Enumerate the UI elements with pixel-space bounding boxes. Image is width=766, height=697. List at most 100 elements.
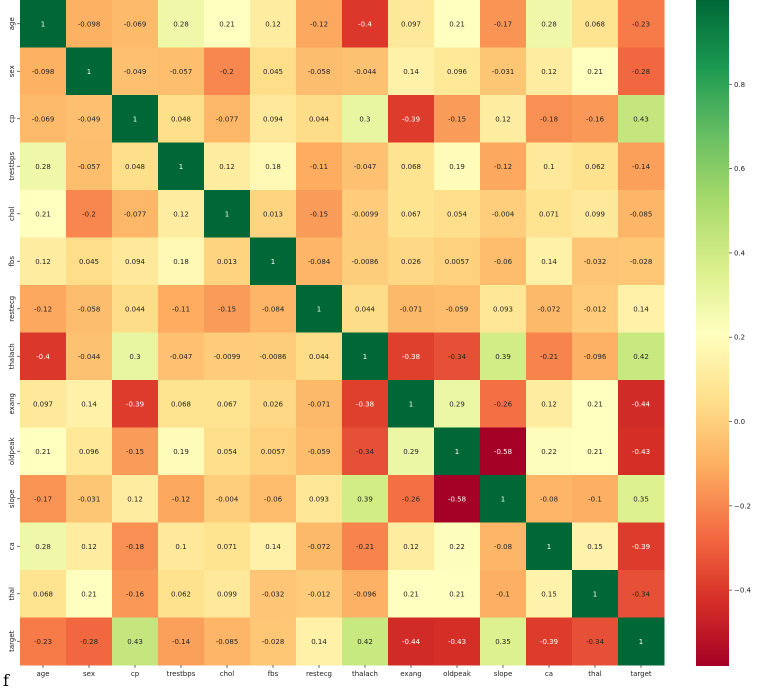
- x-tick-label: chol: [220, 670, 235, 678]
- heatmap-cell: [112, 142, 159, 191]
- heatmap-cell: [250, 570, 297, 618]
- cell-value-label: 0.29: [403, 448, 419, 456]
- heatmap-cell: [250, 475, 297, 523]
- heatmap-cell: [204, 380, 251, 428]
- cell-value-label: -0.2: [82, 210, 96, 218]
- cell-value-label: -0.39: [632, 543, 650, 551]
- cell-value-label: -0.39: [126, 400, 144, 408]
- cell-value-label: -0.059: [446, 305, 469, 313]
- cell-value-label: -0.044: [78, 353, 101, 361]
- heatmap-cell: [434, 617, 481, 666]
- cell-value-label: 0.094: [263, 115, 284, 123]
- heatmap-cell: [66, 0, 113, 48]
- cell-value-label: -0.032: [262, 590, 285, 598]
- heatmap-cell: [204, 475, 251, 523]
- heatmap-cell: [480, 47, 527, 96]
- cell-value-label: 0.045: [79, 258, 99, 266]
- cell-value-label: 0.42: [357, 638, 373, 646]
- heatmap-cell: [526, 95, 573, 143]
- cell-value-label: 0.12: [541, 400, 557, 408]
- heatmap-cell: [480, 237, 527, 286]
- heatmap-cell: [388, 617, 435, 666]
- heatmap-cell: [342, 285, 389, 333]
- heatmap-cell: [618, 475, 665, 523]
- heatmap-cell: [66, 95, 113, 143]
- x-tick-label: target: [630, 670, 652, 678]
- heatmap-cell: [388, 427, 435, 476]
- colorbar-gradient: [696, 0, 729, 666]
- heatmap-cell: [342, 570, 389, 618]
- cell-value-label: 0.3: [359, 115, 370, 123]
- cell-value-label: -0.58: [448, 495, 466, 503]
- heatmap-cell: [388, 190, 435, 238]
- heatmap-cell: [572, 332, 619, 381]
- heatmap-cell: [20, 380, 67, 428]
- cell-value-label: 0.21: [449, 20, 465, 28]
- heatmap-cell: [618, 570, 665, 618]
- heatmap-cell: [480, 380, 527, 428]
- heatmap-cell: [572, 237, 619, 286]
- cell-value-label: 0.29: [449, 400, 465, 408]
- heatmap-cell: [112, 95, 159, 143]
- cell-value-label: -0.43: [448, 638, 466, 646]
- heatmap-cell: [250, 427, 297, 476]
- heatmap-cell: [526, 142, 573, 191]
- cell-value-label: -0.071: [308, 400, 331, 408]
- heatmap-cell: [342, 475, 389, 523]
- heatmap-cell: [388, 380, 435, 428]
- heatmap-cell: [112, 617, 159, 666]
- cell-value-label: -0.15: [310, 210, 328, 218]
- heatmap-cell: [618, 617, 665, 666]
- cell-value-label: -0.0086: [351, 258, 379, 266]
- cell-value-label: -0.077: [124, 210, 147, 218]
- heatmap-cell: [618, 47, 665, 96]
- cell-value-label: 0.044: [309, 115, 330, 123]
- heatmap-cell: [204, 237, 251, 286]
- cell-value-label: -0.12: [494, 163, 512, 171]
- heatmap-cell: [342, 190, 389, 238]
- heatmap-cell: [204, 47, 251, 96]
- cell-value-label: -0.08: [540, 495, 558, 503]
- cell-value-label: 0.35: [633, 495, 649, 503]
- heatmap-cell: [480, 570, 527, 618]
- cell-value-label: 0.19: [449, 163, 465, 171]
- cell-value-label: 0.21: [449, 590, 465, 598]
- cell-value-label: 0.062: [585, 163, 605, 171]
- heatmap-cell: [388, 570, 435, 618]
- cell-value-label: -0.18: [540, 115, 558, 123]
- cell-value-label: -0.28: [80, 638, 98, 646]
- cell-value-label: -0.16: [586, 115, 605, 123]
- cell-value-label: 1: [593, 590, 597, 598]
- heatmap-cell: [66, 570, 113, 618]
- cell-value-label: -0.077: [216, 115, 239, 123]
- heatmap-cell: [526, 0, 573, 48]
- heatmap-cell: [66, 522, 113, 571]
- heatmap-cell: [296, 285, 343, 333]
- cell-value-label: 0.062: [171, 590, 191, 598]
- heatmap-cell: [112, 0, 159, 48]
- heatmap-cell: [572, 142, 619, 191]
- colorbar-tick-label: 0.4: [734, 249, 746, 257]
- heatmap-cell: [66, 142, 113, 191]
- heatmap-cell: [204, 95, 251, 143]
- cell-value-label: -0.34: [632, 590, 651, 598]
- cell-value-label: 0.14: [265, 543, 281, 551]
- cell-value-label: -0.084: [308, 258, 331, 266]
- y-tick-label: slope: [8, 489, 16, 508]
- heatmap-cell: [296, 237, 343, 286]
- heatmap-cell: [204, 522, 251, 571]
- heatmap-cell: [158, 570, 205, 618]
- cell-value-label: -0.43: [632, 448, 650, 456]
- heatmap-cell: [250, 380, 297, 428]
- cell-value-label: 0.026: [401, 258, 422, 266]
- heatmap-cell: [572, 0, 619, 48]
- cell-value-label: -0.26: [494, 400, 513, 408]
- colorbar-tick-label: −0.2: [734, 502, 751, 510]
- heatmap-cell: [342, 427, 389, 476]
- y-tick-label: exang: [8, 393, 16, 415]
- cell-value-label: -0.15: [448, 115, 466, 123]
- cell-value-label: 0.099: [217, 590, 237, 598]
- cell-value-label: 0.048: [171, 115, 191, 123]
- heatmap-cell: [158, 237, 205, 286]
- heatmap-cell: [112, 522, 159, 571]
